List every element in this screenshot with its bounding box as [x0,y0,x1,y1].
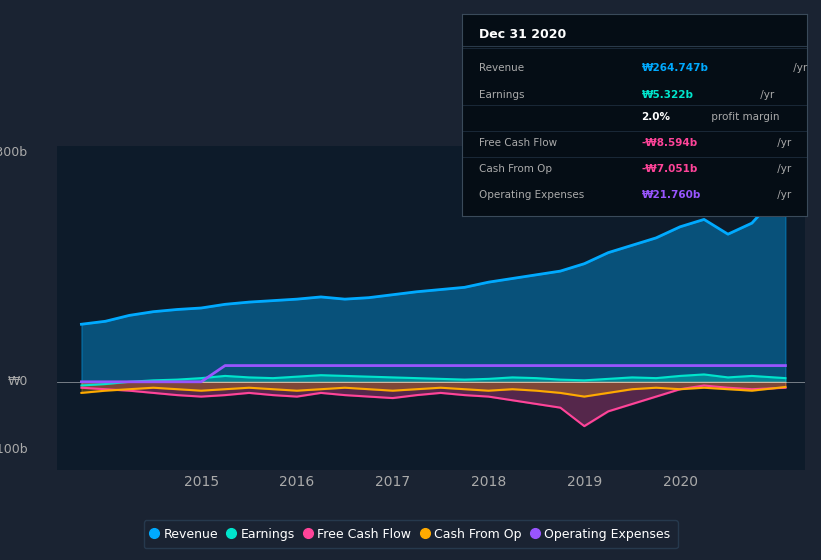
Text: Earnings: Earnings [479,90,525,100]
Text: ₩264.747b: ₩264.747b [641,63,709,73]
Text: /yr: /yr [774,138,791,148]
Legend: Revenue, Earnings, Free Cash Flow, Cash From Op, Operating Expenses: Revenue, Earnings, Free Cash Flow, Cash … [144,520,677,548]
Text: 2.0%: 2.0% [641,112,671,122]
Text: /yr: /yr [791,63,808,73]
Text: Operating Expenses: Operating Expenses [479,190,585,200]
Text: Dec 31 2020: Dec 31 2020 [479,28,566,41]
Text: ₩21.760b: ₩21.760b [641,190,701,200]
Text: ₩5.322b: ₩5.322b [641,90,694,100]
Text: Revenue: Revenue [479,63,525,73]
Text: -₩100b: -₩100b [0,443,28,456]
Text: -₩8.594b: -₩8.594b [641,138,698,148]
Text: /yr: /yr [774,190,791,200]
Text: profit margin: profit margin [708,112,779,122]
Text: -₩7.051b: -₩7.051b [641,164,698,174]
Text: ₩0: ₩0 [7,375,28,388]
Text: /yr: /yr [758,90,775,100]
Text: ₩300b: ₩300b [0,146,28,158]
Text: /yr: /yr [774,164,791,174]
Text: Free Cash Flow: Free Cash Flow [479,138,557,148]
Text: Cash From Op: Cash From Op [479,164,553,174]
